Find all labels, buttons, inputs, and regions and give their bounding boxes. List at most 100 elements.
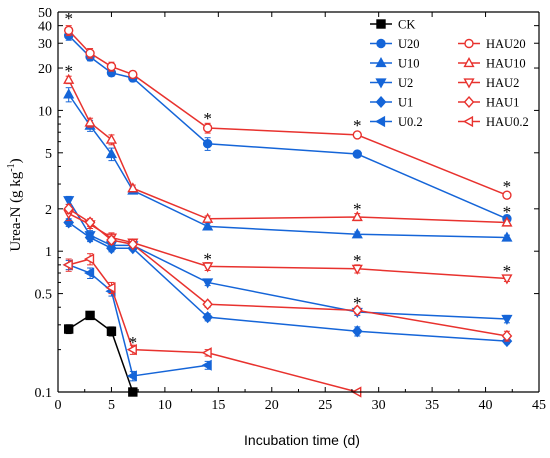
series-hau20: [63, 25, 512, 200]
legend-label: HAU2: [486, 76, 519, 90]
data-point: [63, 202, 75, 215]
data-point: [202, 212, 214, 223]
legend: CK U20 U10 U2 U1 U0.2 HAU20 HAU10 HAU2 HAU1 HAU0.2: [370, 18, 529, 129]
series-hau1: [63, 202, 513, 343]
x-tick-label: 30: [372, 398, 386, 413]
legend-marker: [375, 78, 387, 89]
data-point: [352, 149, 362, 159]
x-axis-title: Incubation time (d): [244, 432, 360, 448]
legend-entry: HAU0.2: [458, 115, 529, 129]
y-tick-label: 20: [38, 62, 52, 77]
y-tick-label: 50: [38, 6, 52, 21]
y-tick-label: 2: [45, 203, 52, 218]
legend-label: U10: [398, 57, 420, 71]
legend-entry: U1: [370, 96, 413, 110]
series-line: [68, 208, 508, 337]
data-point: [106, 61, 117, 72]
y-tick-label: 0.5: [35, 288, 53, 303]
data-point: [202, 262, 214, 273]
data-point: [84, 116, 96, 127]
series-line: [68, 29, 508, 196]
legend-label: HAU10: [486, 57, 526, 71]
significance-marker: *: [353, 251, 362, 270]
significance-marker: *: [503, 262, 512, 281]
data-point: [501, 216, 513, 227]
y-axis-title-close: ): [8, 158, 24, 163]
data-point: [105, 133, 118, 144]
legend-label: HAU0.2: [486, 115, 529, 129]
legend-marker: [463, 56, 475, 68]
y-axis-title-main: Urea-N (g kg: [8, 171, 24, 251]
data-point: [63, 73, 75, 84]
data-point: [127, 182, 139, 193]
data-point: [63, 196, 75, 207]
legend-entry: HAU10: [458, 57, 526, 71]
significance-marker: *: [129, 333, 138, 352]
series-line: [68, 314, 134, 393]
legend-label: U2: [398, 76, 413, 90]
legend-label: HAU1: [486, 96, 519, 110]
legend-entry: U20: [370, 37, 420, 51]
data-point: [501, 329, 513, 343]
data-point: [126, 370, 137, 382]
data-point: [128, 69, 138, 80]
data-point: [501, 231, 513, 242]
data-point: [106, 233, 117, 247]
data-point: [202, 298, 213, 311]
y-tick-label: 0.1: [35, 386, 53, 401]
data-point: [63, 88, 75, 99]
data-point: [201, 347, 212, 359]
data-point: [126, 344, 137, 356]
y-axis-title: Urea-N (g kg-1): [6, 158, 24, 251]
significance-marker: *: [503, 177, 512, 196]
data-point: [351, 304, 363, 317]
series-hau10: [63, 73, 513, 227]
y-axis-title-sup: -1: [6, 163, 17, 171]
legend-marker: [463, 78, 475, 89]
y-tick-label: 5: [45, 147, 52, 162]
significance-marker: *: [64, 62, 73, 81]
legend-entry: HAU20: [458, 37, 526, 51]
data-point: [202, 220, 214, 231]
series-line: [68, 93, 507, 239]
legend-label: U20: [398, 37, 420, 51]
series-ck: [63, 310, 138, 397]
data-point: [201, 359, 212, 371]
legend-marker: [462, 115, 474, 128]
legend-marker: [376, 38, 386, 49]
data-point: [501, 314, 513, 326]
data-point: [127, 238, 139, 251]
x-tick-label: 25: [318, 398, 332, 413]
legend-label: CK: [398, 18, 415, 32]
legend-entry: U2: [370, 76, 413, 90]
data-point: [202, 139, 213, 149]
x-tick-label: 15: [211, 398, 225, 413]
data-point: [105, 147, 118, 159]
data-point: [84, 253, 95, 265]
data-point: [351, 210, 363, 222]
data-point: [352, 130, 362, 140]
legend-marker: [374, 115, 386, 128]
data-point: [63, 324, 74, 334]
legend-marker: [463, 95, 475, 109]
legend-entry: CK: [370, 18, 415, 32]
significance-marker: *: [353, 116, 362, 135]
significance-marker: *: [203, 109, 212, 128]
data-point: [502, 190, 512, 200]
data-point: [501, 274, 513, 285]
data-point: [85, 48, 95, 58]
series-u2: [63, 195, 513, 326]
data-point: [202, 123, 213, 133]
series-hau0-2: [62, 253, 362, 398]
data-point: [351, 264, 363, 275]
data-point: [351, 325, 363, 338]
x-tick-label: 45: [532, 398, 546, 413]
legend-marker: [375, 95, 387, 109]
series-line: [68, 79, 507, 224]
legend-marker: [376, 19, 386, 29]
significance-marker: *: [353, 199, 362, 218]
data-point: [62, 259, 73, 271]
data-point: [106, 242, 117, 255]
significance-marker: *: [503, 202, 512, 221]
y-tick-label: 10: [38, 104, 52, 119]
